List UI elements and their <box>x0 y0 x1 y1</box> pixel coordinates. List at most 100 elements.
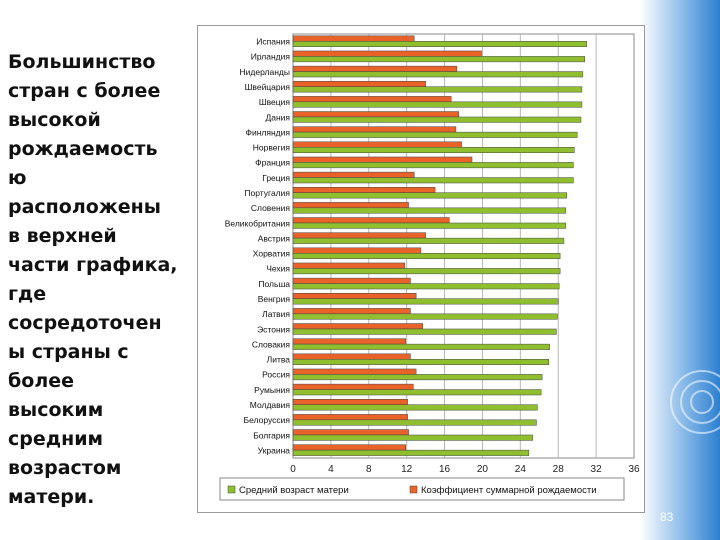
bar-fertility <box>292 368 417 375</box>
slide-caption: Большинство стран с более высокой рождае… <box>8 51 178 508</box>
x-tick-label-4: 4 <box>328 464 334 475</box>
category-label: Нидерланды <box>240 67 290 77</box>
bar-mean-age <box>292 419 537 426</box>
bar-mean-age <box>292 389 542 396</box>
x-tick-label-20: 20 <box>477 464 489 475</box>
bar-fertility <box>292 444 406 451</box>
bar-fertility <box>292 141 462 148</box>
bar-fertility <box>292 383 414 390</box>
category-label: Испания <box>256 37 290 47</box>
bar-fertility <box>292 323 424 330</box>
bar-fertility <box>292 80 426 87</box>
bar-mean-age <box>292 131 578 138</box>
bar-mean-age <box>292 449 530 456</box>
legend-fertility-label: Коэффициент суммарной рождаемости <box>421 485 597 496</box>
category-label: Венгрия <box>258 294 291 304</box>
category-label: Финляндия <box>246 127 291 137</box>
bar-fertility <box>292 171 415 178</box>
category-label: Литва <box>267 355 291 365</box>
bar-mean-age <box>292 374 543 381</box>
bar-mean-age <box>292 328 557 335</box>
category-label: Россия <box>262 370 290 380</box>
category-label: Австрия <box>258 233 291 243</box>
bar-mean-age <box>292 41 587 47</box>
category-label: Румыния <box>254 385 290 395</box>
x-tick-label-0: 0 <box>290 464 296 475</box>
x-tick-label-36: 36 <box>628 464 640 475</box>
legend-box <box>219 477 625 501</box>
bar-mean-age <box>292 283 560 290</box>
x-tick-label-12: 12 <box>401 464 413 475</box>
bar-chart: 0 4 8 12 16 20 24 28 32 36 Испания Ирландия Нидерлан… <box>219 33 640 501</box>
bar-mean-age <box>292 343 550 350</box>
category-label: Словения <box>251 203 291 213</box>
category-label: Белоруссия <box>244 415 291 425</box>
bar-fertility <box>292 338 406 345</box>
bar-fertility <box>292 429 409 436</box>
bar-mean-age <box>292 404 538 411</box>
bar-mean-age <box>292 359 549 365</box>
category-label: Норвегия <box>253 143 291 153</box>
category-label: Греция <box>262 173 290 183</box>
legend-fertility-swatch <box>409 485 418 494</box>
category-label: Португалия <box>244 188 290 198</box>
bar-mean-age <box>292 237 565 244</box>
category-label: Чехия <box>266 264 290 274</box>
legend-mean-age-label: Средний возраст матери <box>239 485 349 496</box>
bar-fertility <box>292 126 457 133</box>
bar-mean-age <box>292 207 567 214</box>
bar-mean-age <box>292 147 575 153</box>
bar-fertility <box>292 50 482 57</box>
x-tick-label-16: 16 <box>439 464 451 475</box>
category-label: Великобритания <box>225 218 291 228</box>
category-label: Украина <box>258 445 291 455</box>
bar-fertility <box>292 65 458 72</box>
chart-frame: 0 4 8 12 16 20 24 28 32 36 Испания Ирландия Нидерлан… <box>197 25 645 513</box>
category-label: Латвия <box>262 309 290 319</box>
category-label: Дания <box>265 112 290 122</box>
bar-mean-age <box>292 313 558 320</box>
slide-decoration <box>640 0 720 540</box>
bar-fertility <box>292 398 408 405</box>
bar-fertility <box>292 202 409 209</box>
category-label: Хорватия <box>253 249 291 259</box>
x-tick-label-32: 32 <box>591 464 603 475</box>
bar-mean-age <box>292 222 567 229</box>
bar-fertility <box>292 277 411 284</box>
bar-mean-age <box>292 177 574 184</box>
category-label: Швейцария <box>245 82 291 92</box>
bar-fertility <box>292 308 411 315</box>
legend-mean-age-swatch <box>227 485 236 494</box>
bar-mean-age <box>292 298 559 305</box>
bar-fertility <box>292 292 417 299</box>
plot-area <box>292 33 635 459</box>
bar-mean-age <box>292 101 583 108</box>
x-tick-label-24: 24 <box>515 464 527 475</box>
bar-fertility <box>292 414 408 421</box>
page-number: 83 <box>660 510 674 524</box>
category-label: Эстония <box>257 324 290 334</box>
bar-mean-age <box>292 162 574 169</box>
bar-mean-age <box>292 56 585 63</box>
category-label: Словакия <box>252 339 291 349</box>
x-tick-label-8: 8 <box>366 464 372 475</box>
bar-fertility <box>292 247 422 254</box>
bar-fertility <box>292 353 411 360</box>
category-label: Молдавия <box>250 400 291 410</box>
x-tick-label-28: 28 <box>553 464 565 475</box>
bar-mean-age <box>292 86 583 93</box>
category-label: Болгария <box>253 430 290 440</box>
category-label: Швеция <box>259 97 291 107</box>
bar-fertility <box>292 232 426 239</box>
category-label: Франция <box>255 158 290 168</box>
bar-mean-age <box>292 116 582 123</box>
bar-fertility <box>292 186 436 193</box>
bar-mean-age <box>292 268 561 275</box>
bar-mean-age <box>292 434 533 441</box>
bar-fertility <box>292 35 415 42</box>
category-label: Ирландия <box>251 52 291 62</box>
bar-fertility <box>292 156 473 163</box>
bar-fertility <box>292 262 406 269</box>
bar-mean-age <box>292 71 584 78</box>
bar-mean-age <box>292 192 567 199</box>
